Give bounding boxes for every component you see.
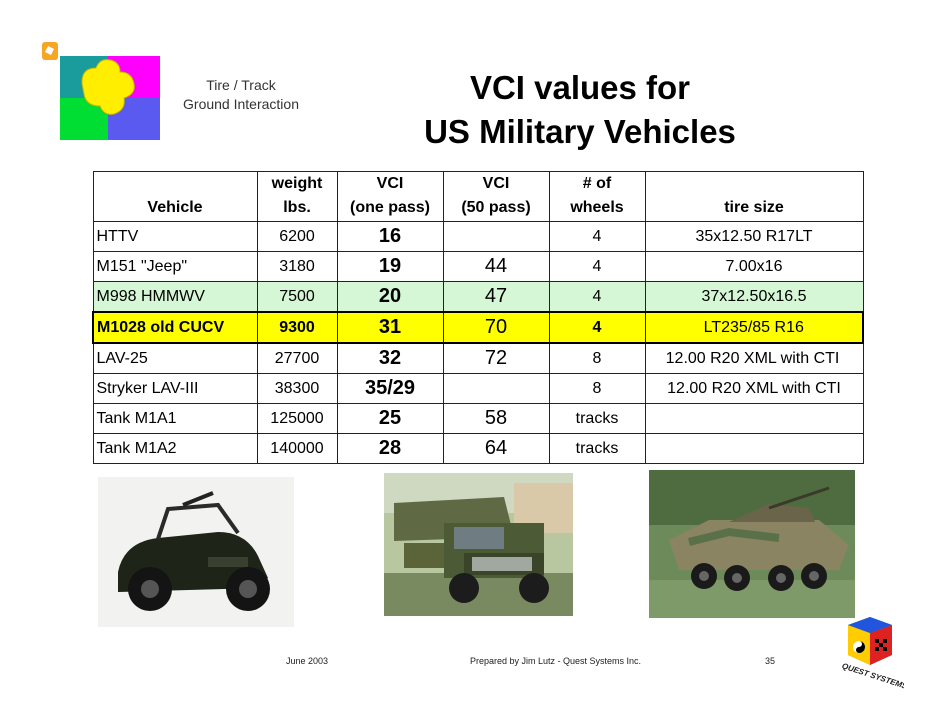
column-header-line2: lbs. [283, 199, 311, 216]
weight-cell: 38300 [256, 373, 338, 404]
vci-one-pass-cell: 32 [336, 342, 444, 374]
vci-one-pass-cell: 19 [336, 251, 444, 282]
weight-cell: 27700 [256, 342, 338, 374]
column-header: Vehicle [92, 171, 258, 222]
vehicle-cell: HTTV [92, 221, 258, 252]
column-header-line2: tire size [724, 199, 784, 216]
column-header: VCI (50 pass) [442, 171, 550, 222]
vehicle-cell: M151 "Jeep" [92, 251, 258, 282]
column-header-line2: (one pass) [349, 199, 430, 216]
wheels-cell: tracks [548, 433, 646, 464]
vehicle-cell: Tank M1A2 [92, 433, 258, 464]
vehicle-cell: Tank M1A1 [92, 403, 258, 434]
weight-cell: 7500 [256, 281, 338, 313]
subtitle-line1: Tire / Track [206, 77, 276, 93]
weight-cell: 125000 [256, 403, 338, 434]
column-header: VCI (one pass) [336, 171, 444, 222]
puzzle-logo-icon [42, 42, 160, 140]
vci-one-pass-cell: 28 [336, 433, 444, 464]
weight-cell: 140000 [256, 433, 338, 464]
tire-size-cell: LT235/85 R16 [644, 311, 864, 344]
table-row: M151 "Jeep" 3180 19 44 4 7.00x16 [92, 251, 864, 282]
vehicle-cell: LAV-25 [92, 342, 258, 374]
cucv-truck-photo [384, 473, 573, 616]
vci-50-pass-cell: 44 [442, 251, 550, 282]
column-header-line1: VCI [482, 175, 510, 192]
tire-size-cell: 37x12.50x16.5 [644, 281, 864, 313]
table-row: HTTV 6200 16 4 35x12.50 R17LT [92, 221, 864, 252]
slide-title: VCI values for US Military Vehicles [360, 66, 800, 154]
httv-vehicle-photo [98, 477, 294, 627]
column-header-line2: wheels [570, 199, 624, 216]
column-header-line1: # of [582, 175, 612, 192]
footer-date: June 2003 [286, 656, 329, 666]
quest-logo-text: QUEST SYSTEMS [841, 661, 904, 691]
column-header-line1: weight [271, 175, 323, 192]
table-row: M998 HMMWV 7500 20 47 4 37x12.50x16.5 [92, 281, 864, 313]
column-header-line1: VCI [376, 175, 404, 192]
column-header-line2: (50 pass) [461, 199, 531, 216]
table-row: Stryker LAV-III 38300 35/29 8 12.00 R20 XML … [92, 373, 864, 404]
vehicle-cell: M998 HMMWV [92, 281, 258, 313]
vci-one-pass-cell: 31 [336, 311, 444, 344]
wheels-cell: 4 [548, 311, 646, 344]
column-header-line1 [97, 173, 254, 197]
tire-size-cell [644, 433, 864, 464]
table-row: Tank M1A2 140000 28 64 tracks [92, 433, 864, 464]
vci-50-pass-cell: 72 [442, 342, 550, 374]
column-header: weight lbs. [256, 171, 338, 222]
weight-cell: 3180 [256, 251, 338, 282]
column-header-line2: Vehicle [147, 199, 203, 216]
page-number: 35 [765, 656, 776, 666]
slide-subtitle: Tire / Track Ground Interaction [166, 76, 316, 114]
tire-size-cell: 12.00 R20 XML with CTI [644, 342, 864, 374]
vci-one-pass-cell: 16 [336, 221, 444, 252]
vci-50-pass-cell: 64 [442, 433, 550, 464]
vci-one-pass-cell: 25 [336, 403, 444, 434]
vci-50-pass-cell: 58 [442, 403, 550, 434]
tire-size-cell [644, 403, 864, 434]
weight-cell: 9300 [256, 311, 338, 344]
subtitle-line2: Ground Interaction [183, 96, 299, 112]
tire-size-cell: 12.00 R20 XML with CTI [644, 373, 864, 404]
wheels-cell: tracks [548, 403, 646, 434]
lav25-vehicle-photo [649, 470, 855, 618]
column-header: tire size [644, 171, 864, 222]
vci-one-pass-cell: 20 [336, 281, 444, 313]
weight-cell: 6200 [256, 221, 338, 252]
table-row: M1028 old CUCV 9300 31 70 4 LT235/85 R16 [92, 311, 864, 344]
vci-50-pass-cell [442, 373, 550, 404]
quest-systems-logo-icon: QUEST SYSTEMS [841, 617, 904, 691]
table-row: LAV-25 27700 32 72 8 12.00 R20 XML with CTI [92, 342, 864, 374]
footer-credit: Prepared by Jim Lutz - Quest Systems Inc… [470, 656, 642, 666]
wheels-cell: 8 [548, 342, 646, 374]
column-header-line1 [649, 173, 860, 197]
column-header: # of wheels [548, 171, 646, 222]
vci-50-pass-cell [442, 221, 550, 252]
wheels-cell: 4 [548, 281, 646, 313]
wheels-cell: 8 [548, 373, 646, 404]
wheels-cell: 4 [548, 221, 646, 252]
table-row: Tank M1A1 125000 25 58 tracks [92, 403, 864, 434]
wheels-cell: 4 [548, 251, 646, 282]
vci-one-pass-cell: 35/29 [336, 373, 444, 404]
tire-size-cell: 7.00x16 [644, 251, 864, 282]
vehicle-cell: Stryker LAV-III [92, 373, 258, 404]
vehicle-cell: M1028 old CUCV [92, 311, 258, 344]
vci-50-pass-cell: 47 [442, 281, 550, 313]
table-header-row: Vehicle weight lbs. VCI (one pass) VCI (50 pas… [92, 171, 864, 222]
vci-50-pass-cell: 70 [442, 311, 550, 344]
tire-size-cell: 35x12.50 R17LT [644, 221, 864, 252]
title-line1: VCI values for [469, 69, 691, 106]
title-line2: US Military Vehicles [424, 113, 736, 150]
vci-table: Vehicle weight lbs. VCI (one pass) VCI (50 pas… [92, 171, 864, 464]
